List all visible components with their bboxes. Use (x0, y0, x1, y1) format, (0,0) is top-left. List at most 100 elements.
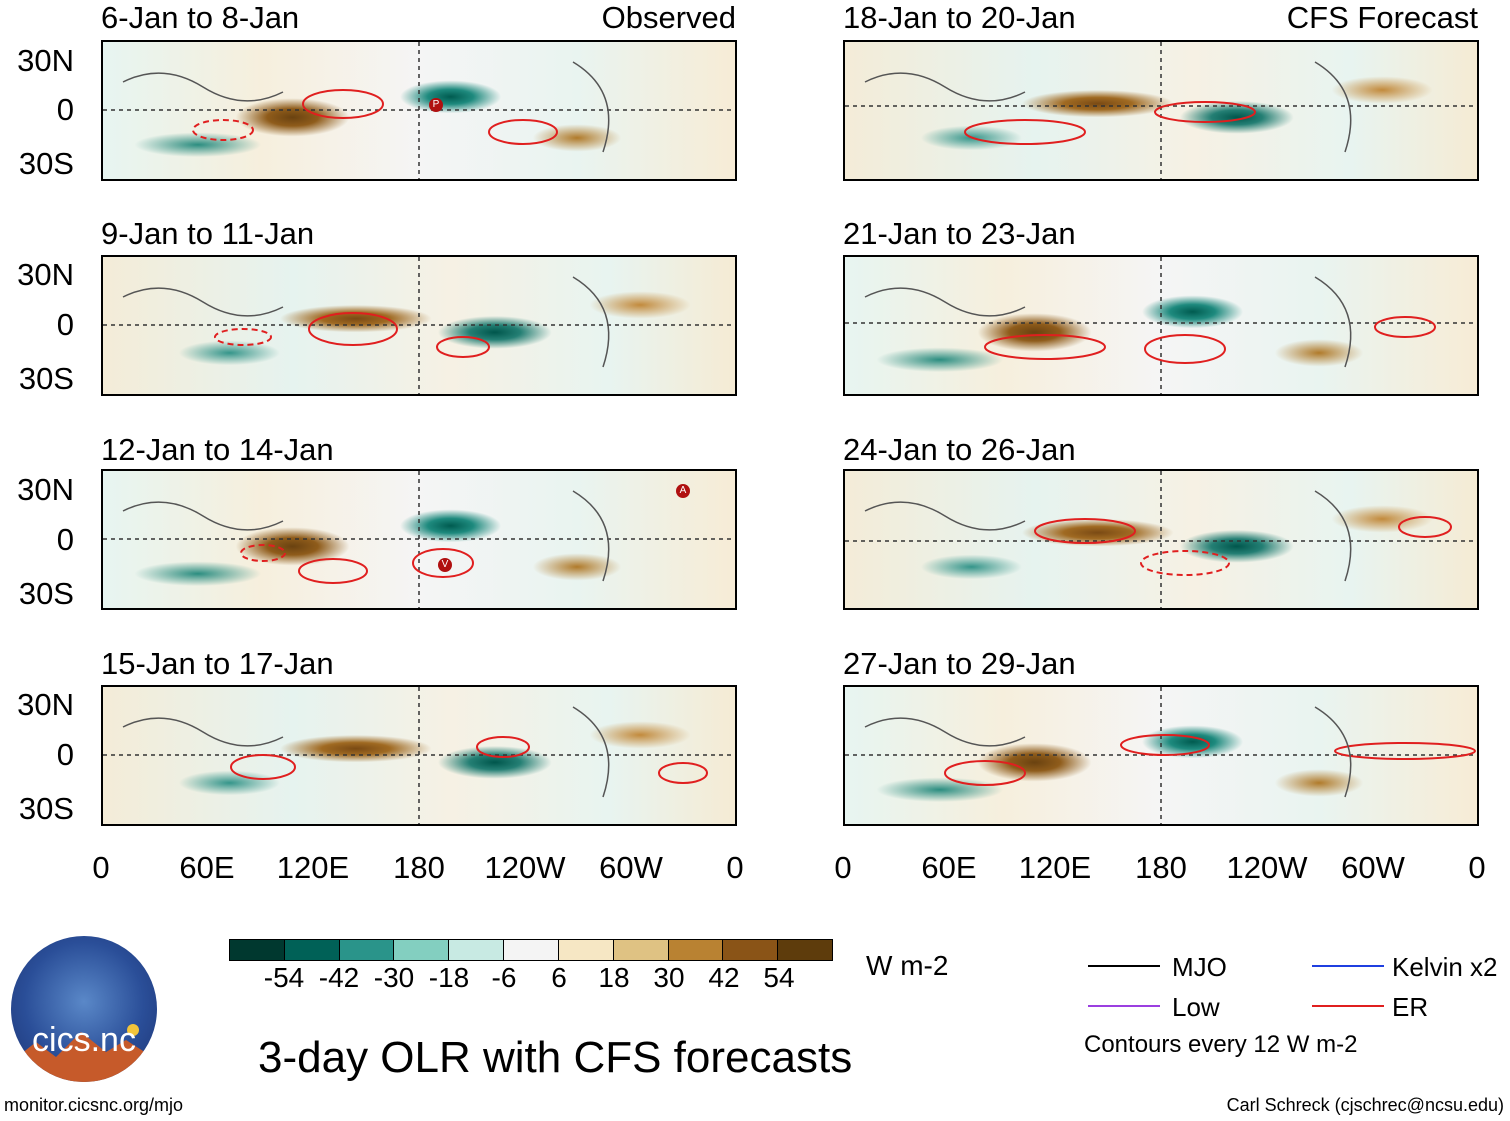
lat-label: 30N (17, 472, 74, 507)
coastline (122, 717, 284, 747)
colorbar-swatch (558, 940, 614, 960)
colorbar-swatch (284, 940, 340, 960)
colorbar-label: 30 (653, 962, 685, 993)
legend-label-er: ER (1392, 992, 1429, 1022)
er-contour (1334, 742, 1476, 760)
er-contour (1120, 734, 1210, 756)
lat-label: 0 (56, 92, 74, 127)
lon-label: 180 (393, 850, 445, 885)
coastline (1314, 276, 1352, 368)
legend-label-mjo: MJO (1172, 952, 1227, 982)
map-overlay (103, 257, 735, 394)
coastline (572, 61, 610, 153)
colorbar-label: 54 (763, 962, 795, 993)
storm-marker: A (676, 484, 690, 498)
legend-label-low: Low (1172, 992, 1220, 1022)
er-contour (308, 312, 398, 346)
lat-label: 30S (18, 361, 74, 396)
colorbar-label: 18 (598, 962, 630, 993)
legend-line-er (1312, 1005, 1384, 1007)
footer-credit: Carl Schreck (cjschrec@ncsu.edu) (1226, 1095, 1504, 1115)
colorbar-label: 6 (551, 962, 567, 993)
lon-label: 60E (921, 850, 977, 885)
colorbar-label: 42 (708, 962, 740, 993)
lon-label: 60W (599, 850, 663, 885)
colorbar-units: W m-2 (866, 950, 949, 981)
panel-title: 6-Jan to 8-Jan (101, 0, 300, 35)
olr-map (843, 255, 1479, 396)
coastline (1314, 706, 1352, 798)
er-contour (658, 762, 708, 784)
er-contour-negative (192, 119, 254, 141)
lat-label: 30N (17, 257, 74, 292)
olr-map (843, 40, 1479, 181)
lon-label: 120W (1226, 850, 1308, 885)
er-contour-negative (214, 328, 272, 346)
colorbar-swatch (394, 940, 450, 960)
coastline (572, 490, 610, 582)
lat-label: 30N (17, 687, 74, 722)
er-contour (302, 89, 384, 119)
storm-marker: P (429, 98, 443, 112)
logo-mountain-graphic (11, 1024, 157, 1082)
map-overlay (845, 42, 1477, 179)
logo-text: cics.nc (32, 1021, 136, 1059)
lon-label: 180 (1135, 850, 1187, 885)
er-contour (436, 336, 490, 358)
footer-url: monitor.cicsnc.org/mjo (4, 1095, 184, 1115)
map-overlay (103, 687, 735, 824)
lat-label: 30N (17, 43, 74, 78)
er-contour (412, 548, 474, 578)
panel-source-label: Observed (601, 0, 736, 35)
panel-title: 24-Jan to 26-Jan (843, 432, 1076, 467)
colorbar (229, 939, 833, 961)
coastline (864, 287, 1026, 317)
colorbar-label: -42 (318, 962, 360, 993)
cics-logo: cics.nc (11, 936, 157, 1082)
lon-label: 60W (1341, 850, 1405, 885)
coastline (1314, 61, 1352, 153)
coastline (122, 287, 284, 317)
colorbar-swatch (613, 940, 669, 960)
legend-line-mjo (1088, 965, 1160, 967)
olr-map (843, 685, 1479, 826)
colorbar-swatch (504, 940, 559, 960)
legend-label-kelvin: Kelvin x2 (1392, 952, 1498, 982)
panel-source-label: CFS Forecast (1286, 0, 1478, 35)
coastline (864, 717, 1026, 747)
lat-label: 0 (56, 522, 74, 557)
lat-label: 30S (18, 146, 74, 181)
er-contour (298, 558, 368, 584)
colorbar-swatch (339, 940, 395, 960)
lon-label: 120W (484, 850, 566, 885)
coastline (864, 501, 1026, 531)
er-contour (964, 119, 1086, 145)
colorbar-swatch (723, 940, 779, 960)
lat-label: 30S (18, 576, 74, 611)
colorbar-swatch (668, 940, 724, 960)
map-overlay (845, 687, 1477, 824)
panel-title: 12-Jan to 14-Jan (101, 432, 334, 467)
er-contour (1144, 334, 1226, 364)
coastline (572, 276, 610, 368)
er-contour-negative (240, 544, 286, 562)
colorbar-label: -30 (373, 962, 415, 993)
map-overlay (103, 42, 735, 179)
panel-title: 21-Jan to 23-Jan (843, 216, 1076, 251)
er-contour (944, 760, 1026, 786)
colorbar-swatch (230, 940, 285, 960)
colorbar-swatch (778, 940, 832, 960)
lat-label: 0 (56, 737, 74, 772)
coastline (1314, 490, 1352, 582)
er-contour (476, 736, 530, 758)
coastline (864, 72, 1026, 102)
panel-title: 18-Jan to 20-Jan (843, 0, 1076, 35)
colorbar-swatch (449, 940, 505, 960)
panel-title: 15-Jan to 17-Jan (101, 646, 334, 681)
coastline (122, 501, 284, 531)
lon-label: 0 (726, 850, 744, 885)
colorbar-label: -18 (428, 962, 470, 993)
er-contour (230, 754, 296, 780)
er-contour-negative (1140, 550, 1230, 576)
er-contour (1154, 101, 1256, 123)
